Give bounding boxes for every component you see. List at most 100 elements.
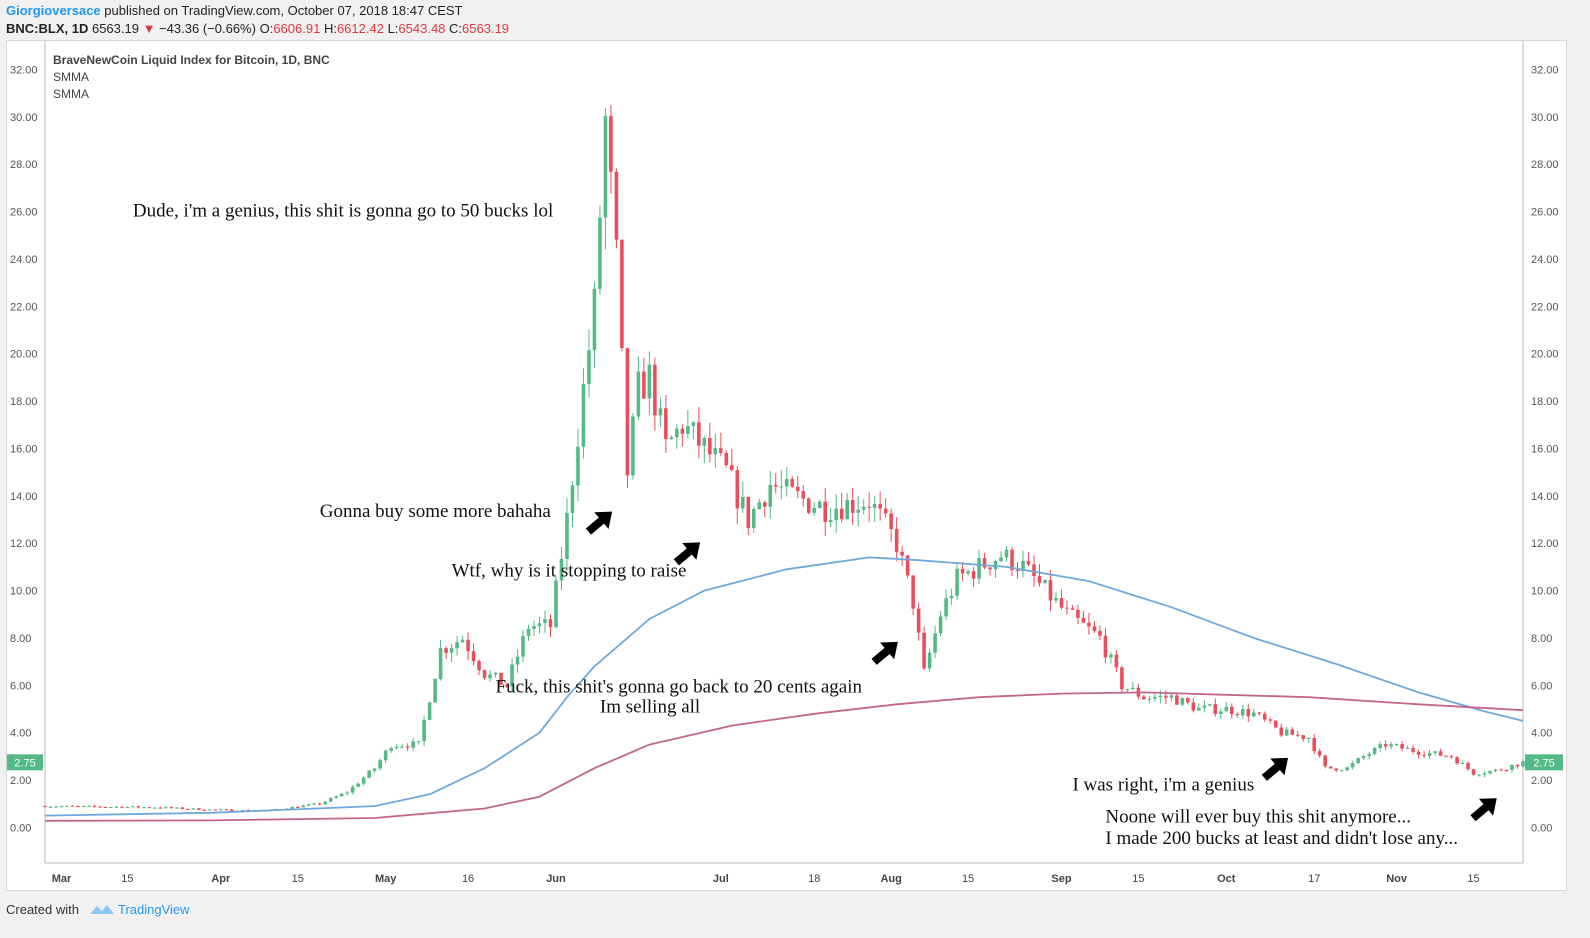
candle-body	[949, 595, 954, 599]
candle-body	[812, 507, 817, 513]
candle-body	[543, 619, 547, 624]
candle-body	[59, 806, 64, 808]
candle-body	[526, 628, 531, 636]
candle-body	[1076, 609, 1080, 618]
candle-body	[350, 786, 355, 793]
candle-body	[405, 746, 410, 748]
candle-body	[1114, 654, 1119, 668]
candle-body	[460, 639, 465, 643]
candle-body	[1010, 549, 1014, 571]
smma-fast-line	[44, 556, 1524, 817]
candle-body	[1493, 769, 1498, 771]
candle-body	[455, 642, 459, 649]
annotation-text: I was right, i'm a genius	[1072, 775, 1254, 796]
candle-body	[1334, 768, 1338, 771]
candle-body	[565, 512, 569, 559]
arrow-icon	[1261, 757, 1289, 781]
candle-body	[114, 806, 119, 808]
y-tick-label-left: 30.00	[10, 112, 38, 124]
candle-body	[493, 672, 498, 675]
y-tick-label-left: 2.00	[10, 775, 31, 787]
candle-body	[1350, 763, 1355, 768]
candle-body	[317, 803, 322, 805]
candle-body	[241, 810, 245, 812]
x-tick-label: Aug	[880, 873, 901, 885]
candle-body	[1482, 773, 1487, 775]
candle-body	[1449, 756, 1454, 758]
candle-body	[960, 568, 965, 574]
candle-body	[1301, 735, 1306, 739]
y-tick-label-right: 22.00	[1531, 301, 1559, 313]
candle-body	[1197, 707, 1201, 711]
candle-body	[713, 448, 718, 455]
y-tick-label-right: 6.00	[1531, 680, 1552, 692]
candle-body	[1394, 744, 1399, 746]
candle-body	[554, 580, 558, 628]
candle-body	[312, 803, 317, 805]
candle-body	[197, 808, 201, 810]
y-tick-label-left: 32.00	[10, 64, 38, 76]
candle-body	[1032, 564, 1036, 576]
candle-body	[834, 508, 838, 520]
candle-body	[449, 648, 454, 653]
candle-body	[1224, 706, 1229, 712]
candle-body	[1098, 630, 1102, 636]
candle-body	[1048, 580, 1053, 601]
candle-body	[922, 632, 926, 669]
chart-area[interactable]: 32.00 32.00 30.00 30.00 28.00 28.00 26.00 26.00…	[6, 40, 1567, 891]
candle-body	[938, 616, 943, 634]
candle-body	[680, 428, 685, 434]
candle-body	[1378, 744, 1382, 749]
candle-body	[43, 806, 47, 808]
price-chart[interactable]: 32.00 32.00 30.00 30.00 28.00 28.00 26.00 26.00…	[7, 41, 1566, 890]
candle-body	[625, 348, 630, 476]
candle-body	[219, 809, 223, 811]
candles-group	[43, 105, 1525, 812]
candle-body	[988, 567, 992, 570]
candle-body	[1389, 744, 1393, 747]
candle-body	[1273, 720, 1278, 728]
annotation-text: Im selling all	[600, 697, 700, 718]
candle-body	[1422, 754, 1426, 756]
candle-body	[581, 383, 586, 447]
candle-body	[532, 626, 536, 629]
candle-body	[515, 656, 520, 665]
candle-body	[1499, 769, 1503, 771]
candle-body	[609, 115, 613, 172]
candle-body	[427, 702, 432, 720]
x-tick-label: Nov	[1386, 873, 1408, 885]
candle-body	[757, 502, 762, 509]
y-tick-label-right: 24.00	[1531, 254, 1559, 266]
candle-body	[537, 623, 542, 627]
candle-body	[823, 501, 827, 523]
candle-body	[878, 503, 882, 509]
candle-body	[790, 478, 795, 487]
annotation-text: I made 200 bucks at least and didn't los…	[1105, 828, 1458, 849]
candle-body	[883, 508, 888, 514]
last-price: 6563.19	[91, 21, 139, 36]
candle-body	[702, 438, 707, 446]
candle-body	[120, 806, 124, 808]
candle-body	[1015, 570, 1020, 572]
candle-body	[87, 805, 91, 807]
candle-body	[548, 619, 553, 628]
candle-body	[1323, 755, 1327, 767]
candle-body	[631, 416, 635, 476]
candle-body	[1158, 695, 1163, 698]
candle-body	[92, 805, 97, 807]
author-link[interactable]: Giorgioversace	[6, 3, 101, 18]
candle-body	[1164, 695, 1168, 698]
candle-body	[295, 806, 300, 808]
candle-body	[828, 519, 833, 523]
close-value: 6563.19	[462, 21, 510, 36]
candle-body	[1262, 713, 1267, 720]
candle-body	[471, 651, 476, 662]
x-tick-label: 16	[462, 873, 474, 885]
tradingview-link[interactable]: TradingView	[118, 902, 190, 917]
candle-body	[1169, 695, 1174, 698]
candle-body	[76, 806, 80, 808]
publish-info: Giorgioversace published on TradingView.…	[6, 3, 463, 18]
arrow-icon	[673, 542, 701, 566]
candle-body	[334, 796, 338, 799]
candle-body	[955, 568, 959, 596]
